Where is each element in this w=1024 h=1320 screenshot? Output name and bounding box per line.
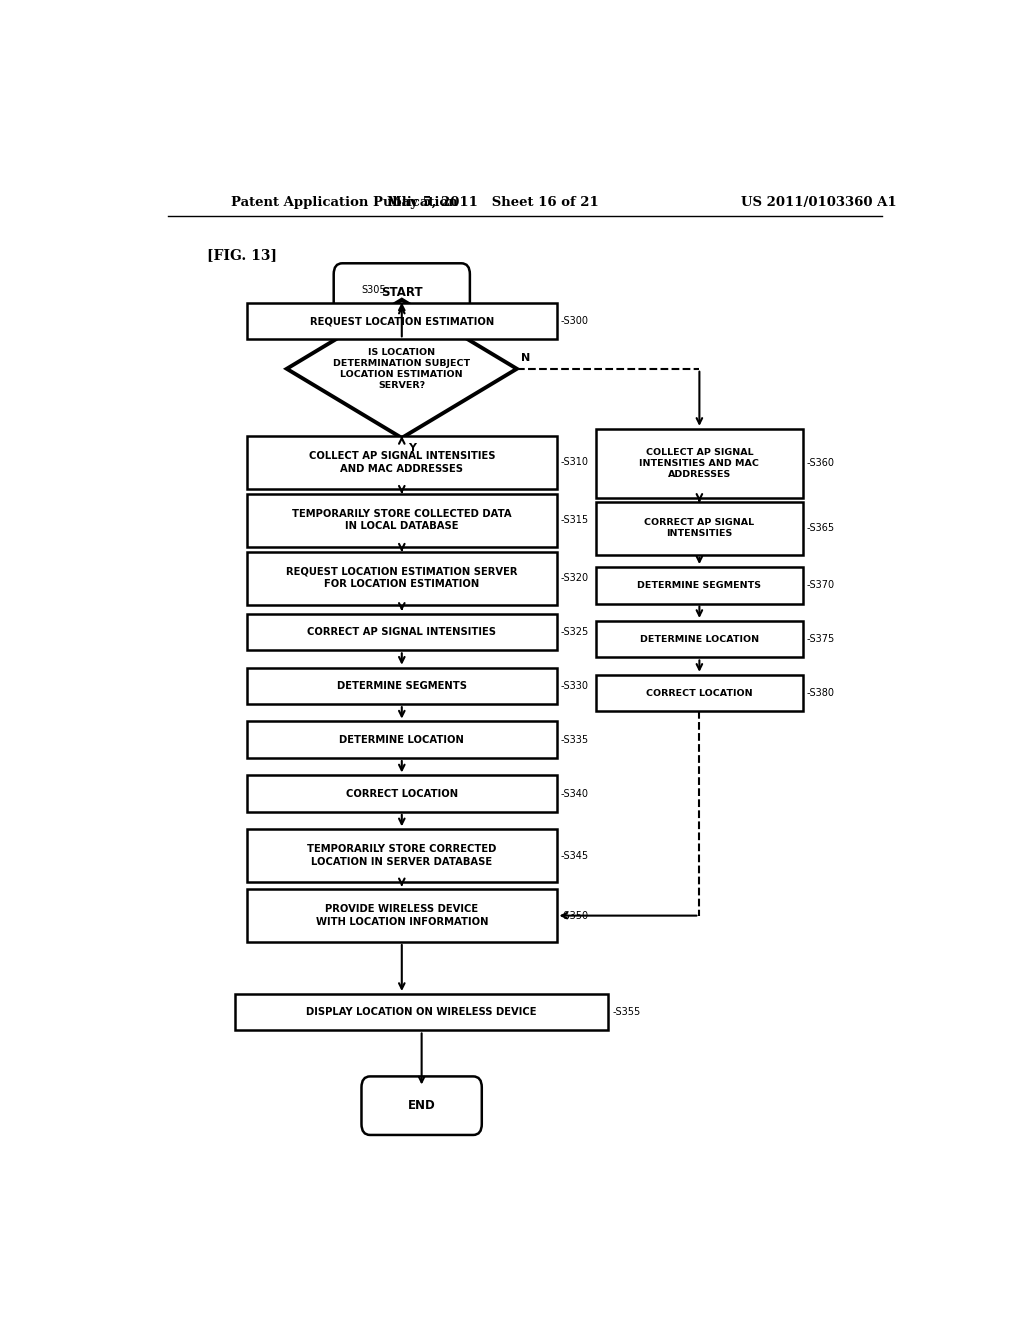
FancyBboxPatch shape xyxy=(247,614,557,651)
FancyBboxPatch shape xyxy=(596,568,803,603)
FancyBboxPatch shape xyxy=(247,829,557,882)
FancyBboxPatch shape xyxy=(247,890,557,942)
Text: DETERMINE SEGMENTS: DETERMINE SEGMENTS xyxy=(337,681,467,690)
Text: May 5, 2011   Sheet 16 of 21: May 5, 2011 Sheet 16 of 21 xyxy=(387,195,599,209)
Text: -S320: -S320 xyxy=(560,573,589,583)
Text: S305: S305 xyxy=(361,285,386,294)
Text: END: END xyxy=(408,1100,435,1113)
Text: PROVIDE WIRELESS DEVICE
WITH LOCATION INFORMATION: PROVIDE WIRELESS DEVICE WITH LOCATION IN… xyxy=(315,904,488,927)
Polygon shape xyxy=(287,300,517,438)
FancyBboxPatch shape xyxy=(596,429,803,498)
Text: TEMPORARILY STORE CORRECTED
LOCATION IN SERVER DATABASE: TEMPORARILY STORE CORRECTED LOCATION IN … xyxy=(307,845,497,867)
FancyBboxPatch shape xyxy=(596,620,803,657)
FancyBboxPatch shape xyxy=(596,502,803,554)
Text: -S370: -S370 xyxy=(807,581,835,590)
FancyBboxPatch shape xyxy=(361,1076,481,1135)
Text: START: START xyxy=(381,286,423,300)
Text: -S345: -S345 xyxy=(560,850,589,861)
FancyBboxPatch shape xyxy=(247,668,557,704)
Text: TEMPORARILY STORE COLLECTED DATA
IN LOCAL DATABASE: TEMPORARILY STORE COLLECTED DATA IN LOCA… xyxy=(292,510,512,532)
Text: -S335: -S335 xyxy=(560,735,589,744)
Text: CORRECT AP SIGNAL INTENSITIES: CORRECT AP SIGNAL INTENSITIES xyxy=(307,627,497,638)
FancyBboxPatch shape xyxy=(247,722,557,758)
Text: -S300: -S300 xyxy=(560,315,589,326)
Text: -S340: -S340 xyxy=(560,788,589,799)
Text: DETERMINE SEGMENTS: DETERMINE SEGMENTS xyxy=(637,581,762,590)
Text: DETERMINE LOCATION: DETERMINE LOCATION xyxy=(339,735,464,744)
FancyBboxPatch shape xyxy=(247,552,557,605)
Text: CORRECT AP SIGNAL
INTENSITIES: CORRECT AP SIGNAL INTENSITIES xyxy=(644,519,755,539)
Text: -S310: -S310 xyxy=(560,457,589,467)
Text: REQUEST LOCATION ESTIMATION: REQUEST LOCATION ESTIMATION xyxy=(309,315,494,326)
FancyBboxPatch shape xyxy=(334,263,470,322)
Text: DISPLAY LOCATION ON WIRELESS DEVICE: DISPLAY LOCATION ON WIRELESS DEVICE xyxy=(306,1007,537,1018)
Text: -S360: -S360 xyxy=(807,458,835,469)
FancyBboxPatch shape xyxy=(247,494,557,546)
Text: N: N xyxy=(521,352,530,363)
Text: -S330: -S330 xyxy=(560,681,589,690)
Text: COLLECT AP SIGNAL
INTENSITIES AND MAC
ADDRESSES: COLLECT AP SIGNAL INTENSITIES AND MAC AD… xyxy=(639,447,760,479)
Text: -S315: -S315 xyxy=(560,515,589,525)
FancyBboxPatch shape xyxy=(247,436,557,488)
Text: US 2011/0103360 A1: US 2011/0103360 A1 xyxy=(740,195,896,209)
FancyBboxPatch shape xyxy=(247,775,557,812)
Text: [FIG. 13]: [FIG. 13] xyxy=(207,248,278,261)
Text: COLLECT AP SIGNAL INTENSITIES
AND MAC ADDRESSES: COLLECT AP SIGNAL INTENSITIES AND MAC AD… xyxy=(308,451,495,474)
Text: CORRECT LOCATION: CORRECT LOCATION xyxy=(346,788,458,799)
Text: REQUEST LOCATION ESTIMATION SERVER
FOR LOCATION ESTIMATION: REQUEST LOCATION ESTIMATION SERVER FOR L… xyxy=(286,568,517,589)
Text: IS LOCATION
DETERMINATION SUBJECT
LOCATION ESTIMATION
SERVER?: IS LOCATION DETERMINATION SUBJECT LOCATI… xyxy=(333,347,470,389)
FancyBboxPatch shape xyxy=(596,675,803,711)
Text: -S380: -S380 xyxy=(807,688,835,698)
FancyBboxPatch shape xyxy=(236,994,608,1031)
Text: -S355: -S355 xyxy=(612,1007,640,1018)
Text: Y: Y xyxy=(409,444,416,453)
Text: DETERMINE LOCATION: DETERMINE LOCATION xyxy=(640,635,759,644)
Text: -S325: -S325 xyxy=(560,627,589,638)
Text: CORRECT LOCATION: CORRECT LOCATION xyxy=(646,689,753,697)
Text: Patent Application Publication: Patent Application Publication xyxy=(231,195,458,209)
Text: -S350: -S350 xyxy=(560,911,589,920)
FancyBboxPatch shape xyxy=(247,302,557,339)
Text: -S375: -S375 xyxy=(807,634,835,644)
Text: -S365: -S365 xyxy=(807,523,835,533)
